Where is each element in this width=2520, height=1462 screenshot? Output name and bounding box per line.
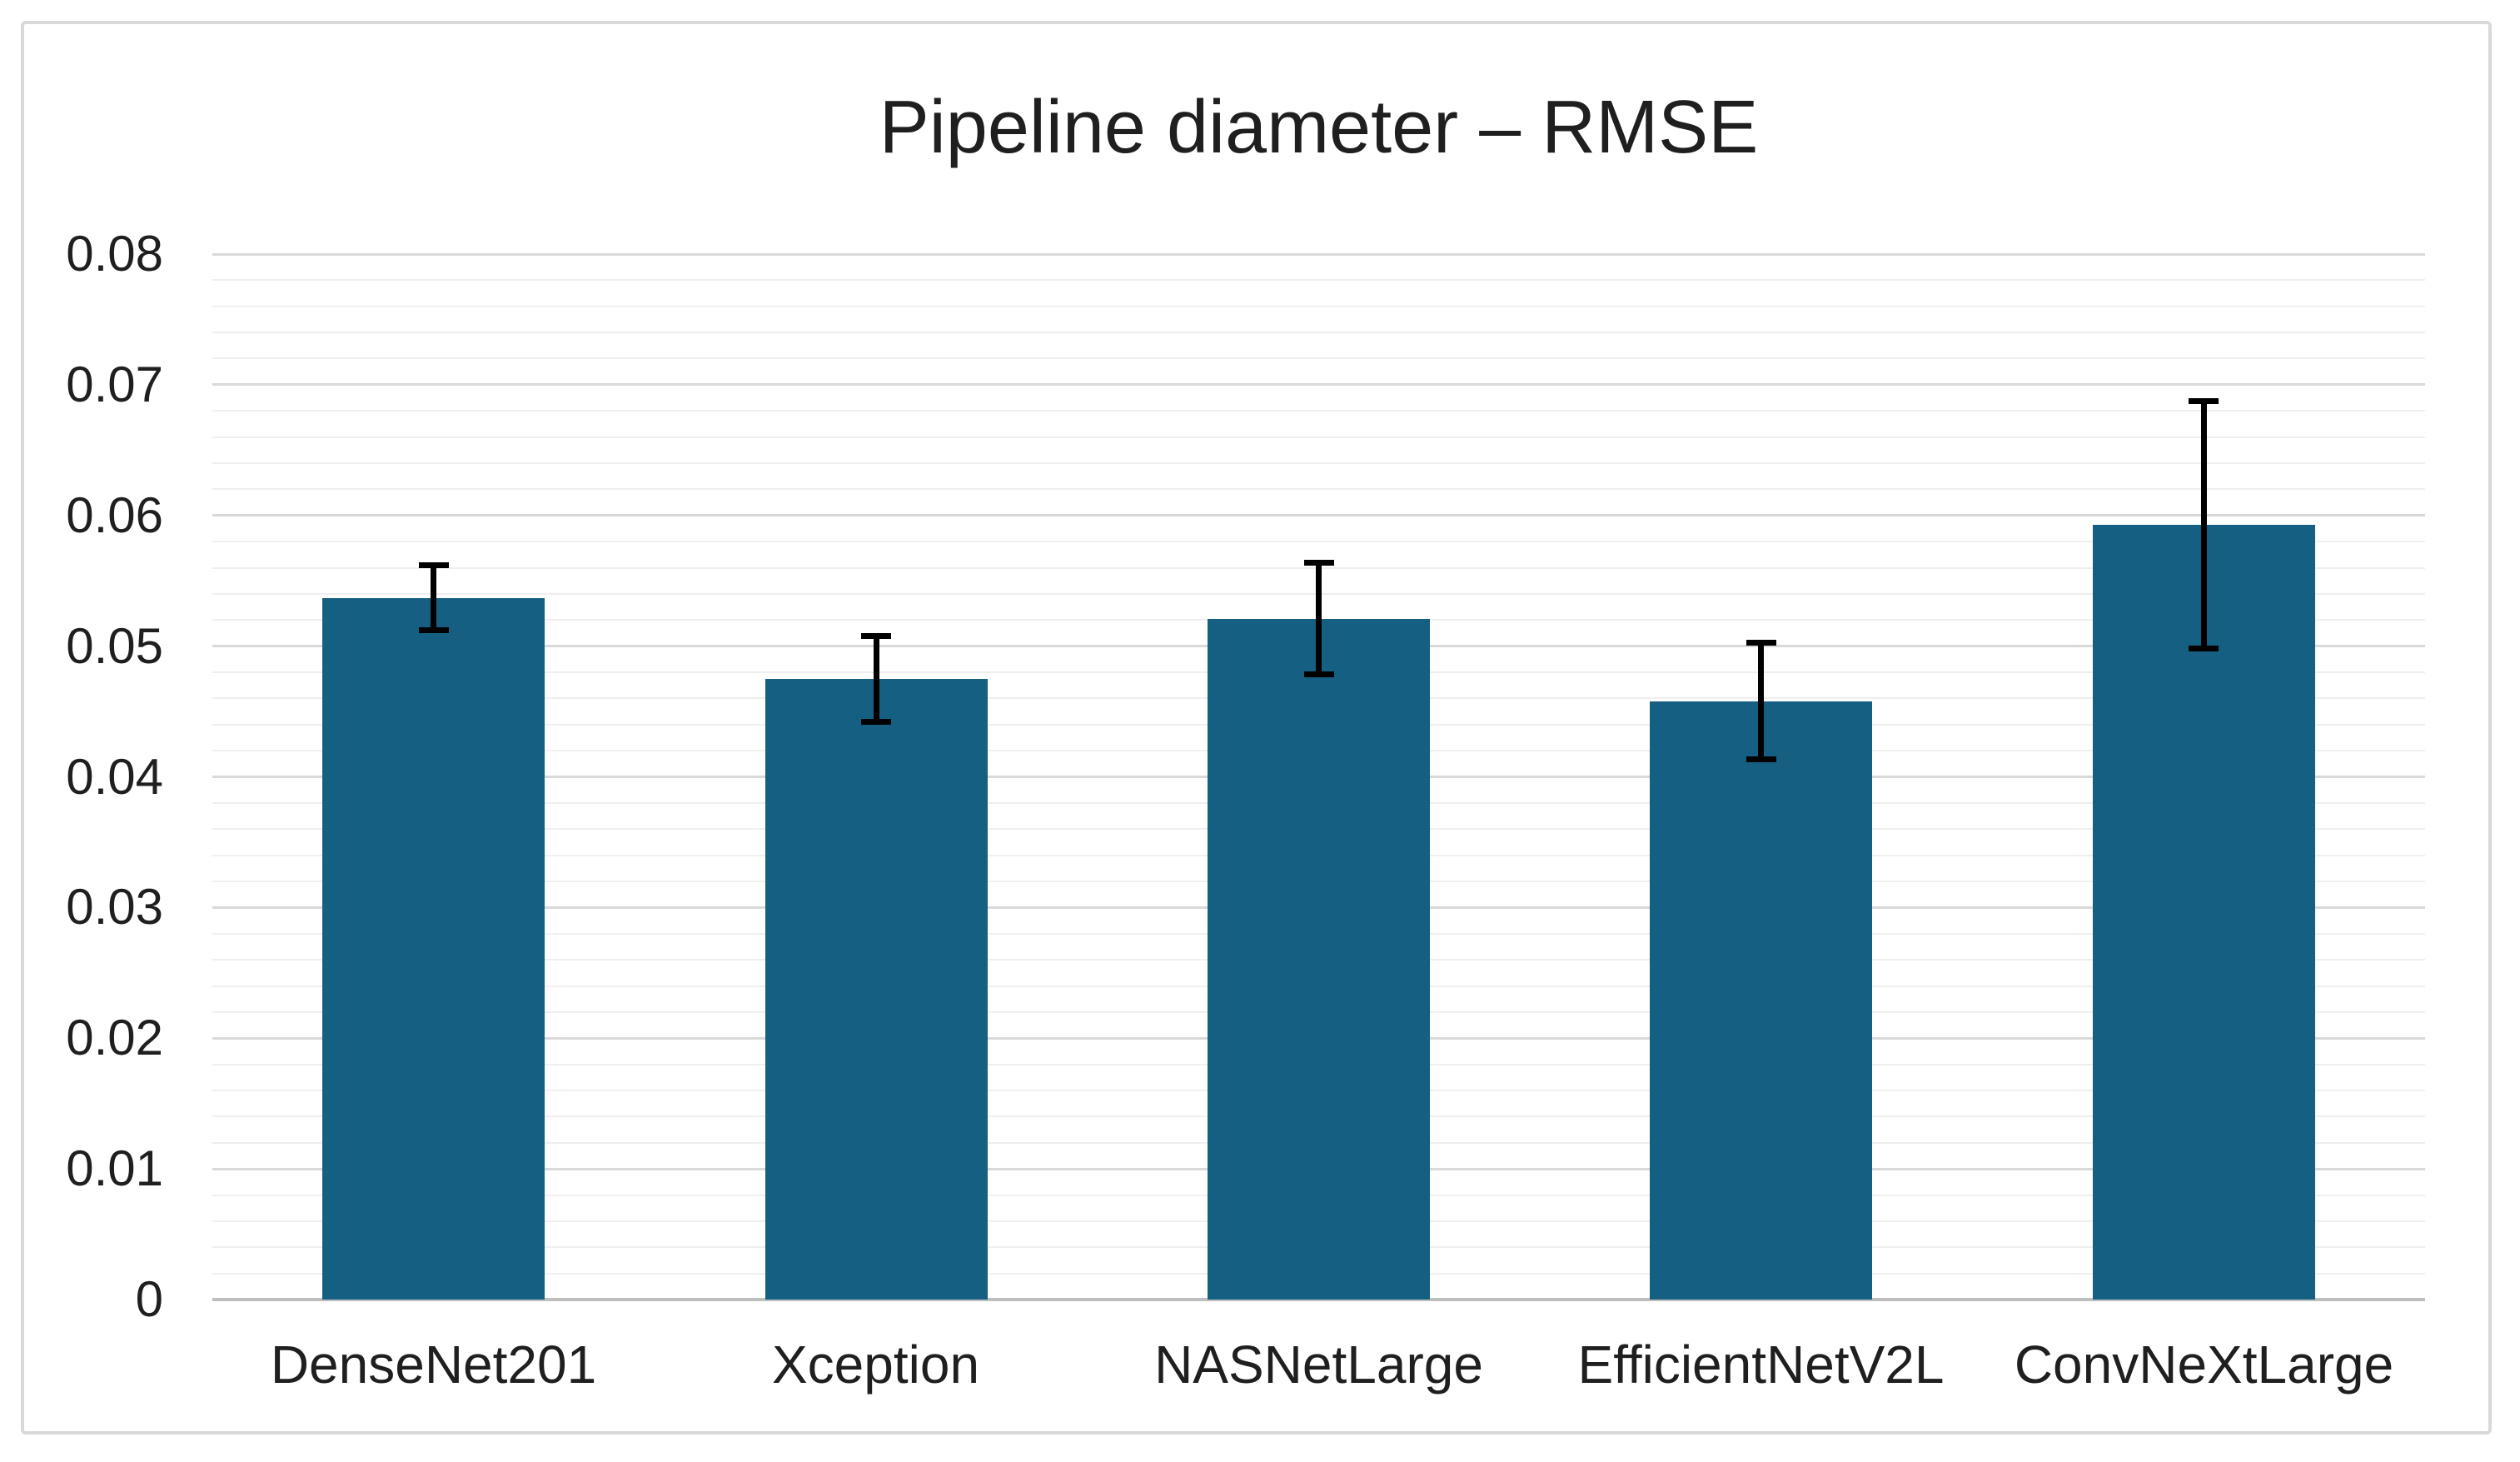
error-bar-top-cap-densenet201 [419, 562, 449, 568]
bar-densenet201 [322, 598, 545, 1300]
bar-xception [765, 679, 988, 1300]
y-tick-label-0.02: 0.02 [66, 1010, 163, 1065]
error-bar-line-convnextlarge [2201, 401, 2207, 649]
y-tick-label-0.08: 0.08 [66, 226, 163, 282]
x-category-label-efficientnetv2l: EfficientNetV2L [1577, 1335, 1945, 1395]
minor-gridline [212, 410, 2425, 412]
error-bar-line-densenet201 [431, 565, 436, 631]
major-gridline [212, 514, 2425, 516]
error-bar-bottom-cap-efficientnetv2l [1746, 756, 1776, 762]
chart-title: Pipeline diameter – RMSE [879, 86, 1759, 169]
y-tick-label-0.04: 0.04 [66, 749, 163, 805]
error-bar-line-nasnetlarge [1316, 562, 1322, 675]
minor-gridline [212, 462, 2425, 464]
minor-gridline [212, 306, 2425, 307]
error-bar-line-efficientnetv2l [1758, 642, 1764, 760]
minor-gridline [212, 541, 2425, 542]
minor-gridline [212, 357, 2425, 359]
y-tick-label-0.05: 0.05 [66, 618, 163, 674]
error-bar-top-cap-convnextlarge [2189, 398, 2219, 404]
x-category-label-xception: Xception [771, 1335, 980, 1395]
minor-gridline [212, 488, 2425, 490]
bar-convnextlarge [2093, 525, 2315, 1300]
minor-gridline [212, 437, 2425, 438]
minor-gridline [212, 332, 2425, 333]
error-bar-bottom-cap-convnextlarge [2189, 646, 2219, 651]
bar-nasnetlarge [1208, 619, 1430, 1300]
error-bar-top-cap-xception [861, 633, 891, 639]
major-gridline [212, 383, 2425, 386]
y-tick-label-0: 0 [135, 1271, 163, 1327]
y-tick-label-0.06: 0.06 [66, 487, 163, 543]
major-gridline [212, 253, 2425, 256]
bar-efficientnetv2l [1650, 701, 1872, 1300]
y-tick-label-0.03: 0.03 [66, 879, 163, 935]
error-bar-line-xception [874, 636, 879, 722]
error-bar-top-cap-efficientnetv2l [1746, 640, 1776, 646]
x-category-label-densenet201: DenseNet201 [270, 1335, 597, 1395]
x-category-label-nasnetlarge: NASNetLarge [1154, 1335, 1483, 1395]
error-bar-bottom-cap-xception [861, 719, 891, 725]
error-bar-bottom-cap-densenet201 [419, 627, 449, 633]
minor-gridline [212, 279, 2425, 281]
error-bar-top-cap-nasnetlarge [1304, 560, 1334, 566]
error-bar-bottom-cap-nasnetlarge [1304, 671, 1334, 677]
x-axis-baseline [212, 1298, 2425, 1301]
x-category-label-convnextlarge: ConvNeXtLarge [2014, 1335, 2394, 1395]
y-tick-label-0.01: 0.01 [66, 1140, 163, 1196]
y-tick-label-0.07: 0.07 [66, 357, 163, 412]
